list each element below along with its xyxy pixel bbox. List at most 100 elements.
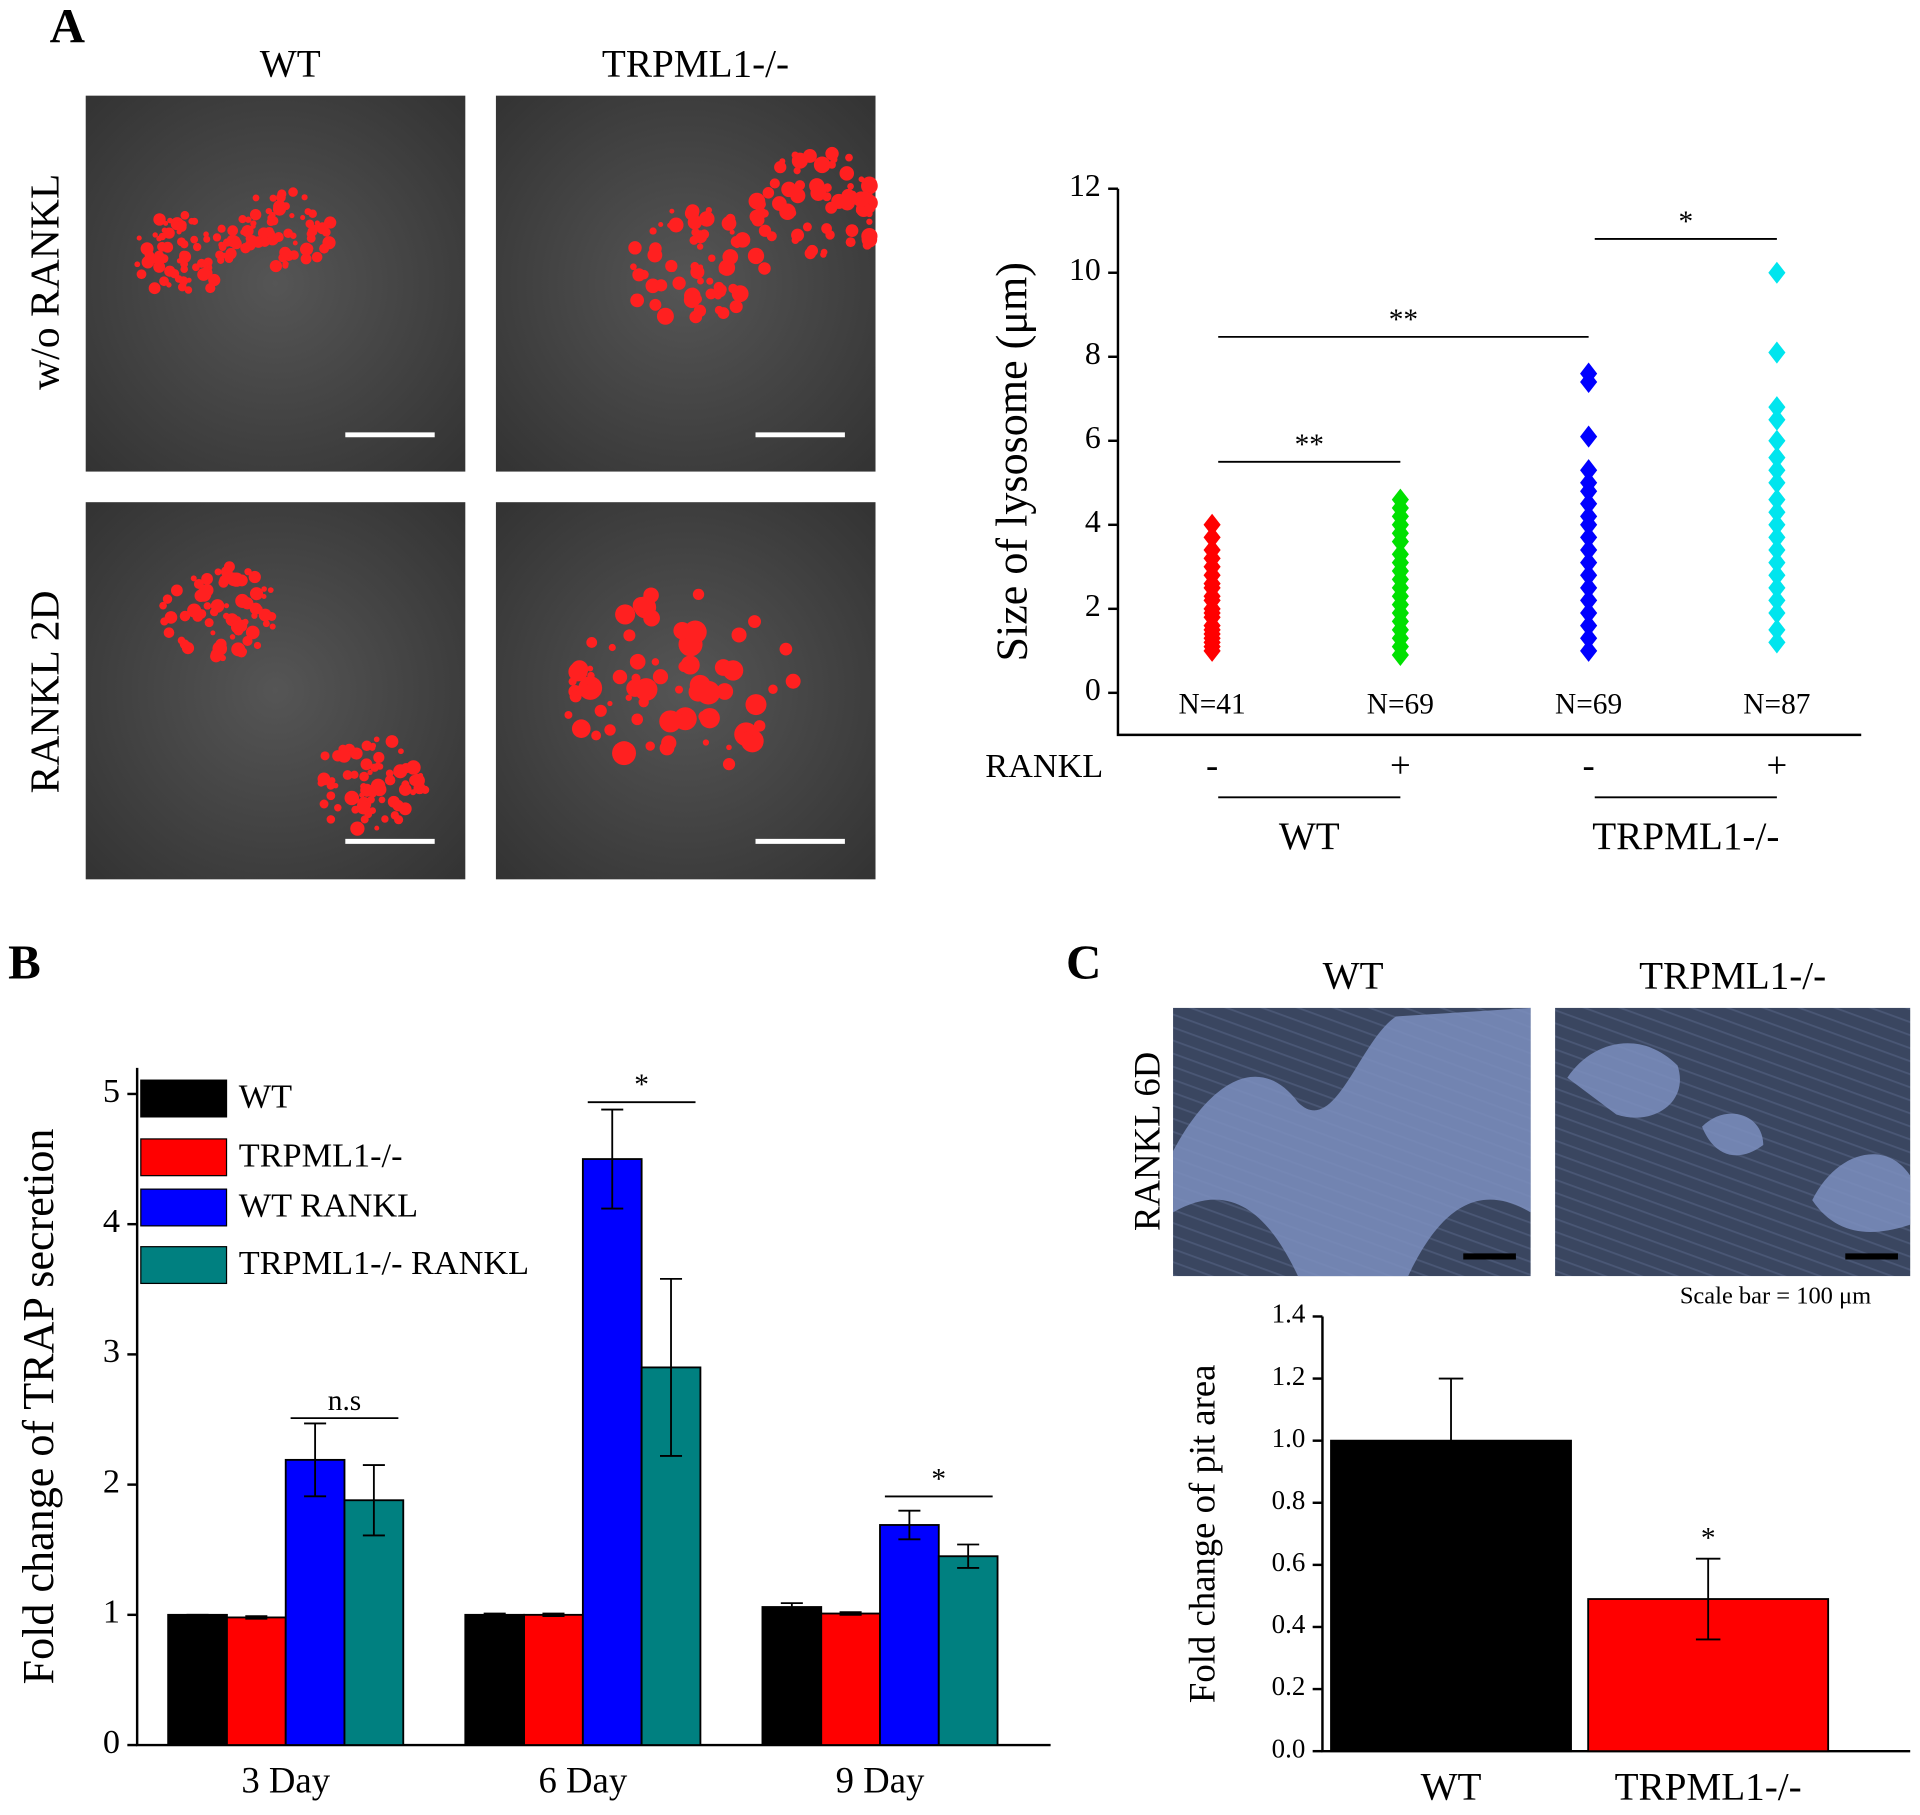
lysosome-dot	[192, 242, 202, 252]
column-label: TRPML1-/-	[1639, 955, 1826, 998]
lysosome-dot	[708, 254, 716, 262]
micrograph	[85, 502, 466, 880]
group-label: WT	[1279, 815, 1340, 858]
lysosome-dot	[190, 235, 199, 244]
lysosome-dot	[418, 773, 424, 778]
lysosome-point	[1580, 589, 1598, 612]
lysosome-dot	[630, 293, 645, 308]
lysosome-dot	[273, 231, 284, 243]
lysosome-dot	[729, 300, 743, 314]
legend-label: WT	[239, 1078, 292, 1116]
lysosome-dot	[373, 736, 380, 743]
legend-swatch	[140, 1246, 228, 1285]
lysosome-point	[1768, 471, 1786, 494]
lysosome-point	[1580, 538, 1598, 562]
bar	[167, 1613, 228, 1746]
y-tick-label: 2	[103, 1462, 120, 1500]
y-axis-label: Size of lysosome (μm)	[987, 262, 1036, 661]
lysosome-dot	[678, 661, 690, 672]
significance-label: **	[1295, 429, 1324, 461]
lysosome-dot	[791, 152, 808, 169]
lysosome-dot	[248, 570, 261, 584]
lysosome-dot	[612, 669, 628, 685]
lysosome-dot	[369, 807, 376, 814]
lysosome-dot	[359, 771, 369, 782]
lysosome-dot	[153, 213, 166, 226]
lysosome-dot	[378, 796, 386, 804]
lysosome-dot	[861, 176, 878, 193]
panel-label: A	[50, 0, 85, 53]
legend-label: TRPML1-/- RANKL	[239, 1244, 529, 1282]
lysosome-dot	[326, 781, 336, 790]
lysosome-dot	[136, 235, 142, 241]
lysosome-dot	[304, 244, 314, 253]
lysosome-dot	[751, 199, 757, 205]
lysosome-dot	[652, 669, 669, 685]
lysosome-dot	[144, 250, 155, 261]
lysosome-dot	[847, 183, 854, 190]
lysosome-dot	[261, 594, 267, 599]
lysosome-dot	[779, 642, 793, 656]
lysosome-dot	[282, 262, 289, 269]
lysosome-dot	[290, 232, 297, 239]
lysosome-dot	[373, 751, 385, 764]
lysosome-dot	[277, 189, 287, 199]
lysosome-dot	[269, 259, 283, 273]
lysosome-dot	[683, 291, 701, 308]
lysosome-dot	[257, 606, 263, 612]
lysosome-dot	[722, 660, 744, 681]
y-tick-label: 0.4	[1272, 1609, 1306, 1639]
lysosome-dot	[370, 763, 379, 772]
lysosome-dot	[845, 224, 859, 237]
lysosome-point	[1768, 501, 1786, 524]
lysosome-dot	[196, 587, 212, 602]
lysosome-dot	[370, 742, 377, 749]
y-tick-label: 0	[1085, 672, 1101, 707]
bar	[820, 1612, 881, 1746]
lysosome-dot	[250, 223, 256, 229]
lysosome-point	[1580, 492, 1598, 515]
lysosome-dot	[203, 231, 209, 238]
lysosome-point	[1580, 627, 1598, 650]
bar	[464, 1613, 525, 1746]
lysosome-dot	[731, 627, 747, 643]
lysosome-dot	[845, 153, 853, 162]
lysosome-dot	[164, 611, 178, 624]
lysosome-dot	[745, 694, 767, 716]
y-tick-label: 0.6	[1272, 1547, 1306, 1577]
lysosome-dot	[769, 178, 780, 189]
bar	[761, 1606, 823, 1746]
lysosome-dot	[630, 263, 637, 271]
lysosome-dot	[578, 676, 603, 700]
error-bar	[601, 1108, 624, 1210]
lysosome-dot	[190, 575, 197, 582]
lysosome-dot	[212, 233, 222, 242]
lysosome-dot	[350, 750, 359, 760]
lysosome-dot	[170, 584, 183, 597]
lysosome-dot	[862, 240, 872, 250]
error-bar	[1438, 1377, 1464, 1504]
lysosome-dot	[696, 243, 704, 250]
error-bar	[660, 1277, 683, 1457]
lysosome-dot	[421, 785, 430, 794]
lysosome-dot	[176, 229, 182, 235]
lysosome-dot	[569, 690, 582, 703]
lysosome-dot	[205, 282, 216, 294]
lysosome-dot	[604, 724, 616, 736]
y-tick-label: 1.0	[1272, 1423, 1306, 1453]
error-bar	[245, 1615, 268, 1620]
lysosome-dot	[307, 226, 318, 237]
panel-label: C	[1066, 935, 1101, 990]
lysosome-dot	[748, 192, 766, 210]
lysosome-dot	[791, 236, 800, 245]
lysosome-point	[1768, 551, 1786, 574]
lysosome-dot	[350, 770, 359, 779]
lysosome-dot	[645, 741, 655, 751]
lysosome-dot	[794, 180, 806, 191]
lysosome-point	[1580, 513, 1598, 536]
lysosome-dot	[381, 815, 389, 823]
lysosome-dot	[152, 232, 158, 238]
lysosome-dot	[802, 222, 812, 232]
lysosome-dot	[718, 259, 736, 276]
error-bar	[1695, 1557, 1721, 1641]
